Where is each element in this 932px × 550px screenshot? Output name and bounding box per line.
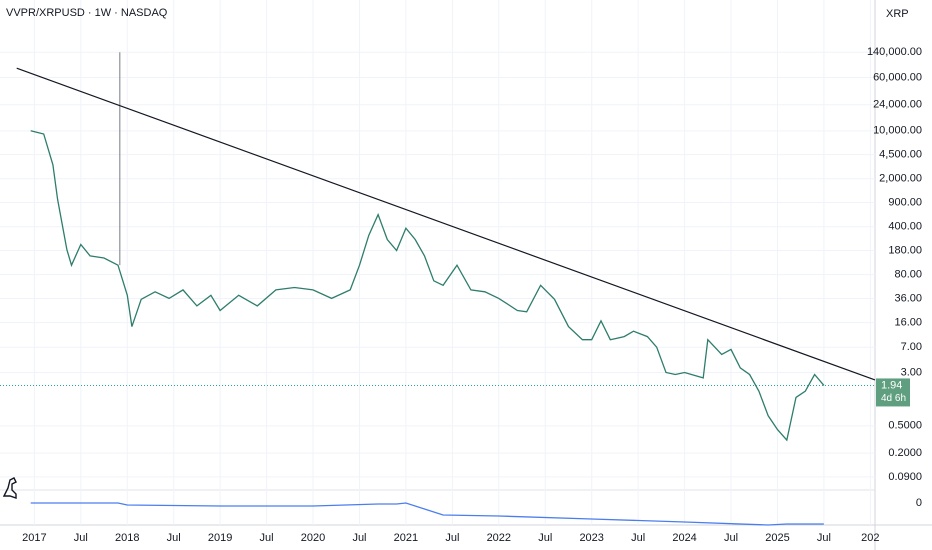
y-tick-label: 0.5000 [888,420,922,432]
y-tick-label: 0.0900 [888,471,922,483]
x-tick-label: Jul [352,532,366,544]
x-tick-label: Jul [74,532,88,544]
y-tick-label: 60,000.00 [873,71,922,83]
y-tick-label: 80.00 [894,269,922,281]
marks [0,52,876,526]
y-tick-label: 140,000.00 [867,46,922,58]
x-tick-label: Jul [817,532,831,544]
x-tick-label: 2017 [22,532,46,544]
x-tick-label: Jul [631,532,645,544]
price-line [30,130,825,442]
x-tick-label: 2021 [394,532,418,544]
y-tick-label: 36.00 [894,292,922,304]
symbol-label: XRP [886,8,909,20]
x-tick-label: 2025 [765,532,789,544]
x-tick-label: 2023 [579,532,603,544]
y-tick-label: 24,000.00 [873,99,922,111]
chart-title: VVPR/XRPUSD · 1W · NASDAQ [6,7,168,19]
x-tick-label: 2024 [672,532,696,544]
x-tick-label: 202 [861,532,879,544]
x-tick-label: 2018 [115,532,139,544]
trendline [16,67,876,381]
y-tick-label: 7.00 [901,341,922,353]
y-tick-label: 16.00 [894,317,922,329]
x-tick-label: Jul [260,532,274,544]
logo [2,477,17,499]
y-tick-label: 400.00 [888,221,922,233]
x-tick-label: Jul [724,532,738,544]
last-price-badge [876,378,910,407]
y-tick-label: 0 [916,497,922,509]
y-tick-label: 180.00 [888,244,922,256]
x-tick-label: Jul [445,532,459,544]
grid [0,0,875,525]
y-tick-label: 900.00 [888,196,922,208]
y-tick-label: 4,500.00 [879,149,922,161]
y-tick-label: 10,000.00 [873,125,922,137]
countdown-label: 4d 6h [881,393,906,404]
y-tick-label: 0.2000 [888,447,922,459]
x-tick-label: Jul [538,532,552,544]
x-tick-label: 2022 [487,532,511,544]
last-price-label: 1.94 [881,379,902,391]
x-tick-label: Jul [167,532,181,544]
price-line [30,502,824,526]
x-tick-label: 2020 [301,532,325,544]
y-tick-label: 2,000.00 [879,173,922,185]
x-tick-label: 2019 [208,532,232,544]
y-tick-label: 3.00 [901,366,922,378]
